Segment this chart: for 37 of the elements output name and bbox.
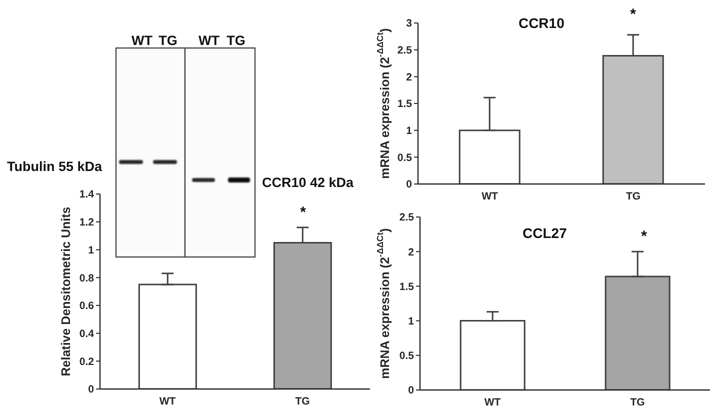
y-tick-label: 2.5 [399,212,414,224]
y-tick-label: 0.5 [397,152,412,164]
text: TG [226,32,246,48]
y-axis-title: Relative Densitometric Units [59,206,73,376]
y-tick-label: 1 [408,316,414,328]
text: WT [198,32,220,48]
text: CCL27 [522,225,568,241]
x-tick-label: WT [484,396,502,408]
y-tick-label: 0 [408,384,414,397]
x-tick-label: TG [295,395,310,408]
text: Tubulin 55 kDa [7,158,103,174]
y-tick-label: 0.2 [79,356,94,368]
text: CCR10 42 kDa [262,174,354,190]
y-tick-label: 2.5 [397,44,412,57]
y-tick-label: 0 [406,178,412,191]
y-tick-label: 1.2 [79,216,94,229]
y-tick-label: 1 [406,125,412,138]
y-tick-label: 2 [406,71,412,84]
y-tick-label: 0.8 [79,272,94,284]
annotation: * [300,204,306,220]
y-tick-label: 1.5 [399,280,414,293]
y-tick-label: 3 [406,18,412,30]
x-tick-label: TG [630,396,645,408]
text: WT [132,32,154,48]
text: TG [158,32,178,48]
text: * [630,6,636,22]
y-tick-label: 0.6 [79,300,94,312]
y-tick-label: 0.4 [79,328,94,340]
y-tick-label: 2 [408,246,414,258]
y-tick-label: 0.5 [399,350,414,362]
y-tick-label: 1.5 [397,98,412,110]
y-tick-label: 1 [88,244,94,256]
y-tick-label: 0 [88,384,94,396]
chart-title: CCR10 [518,15,565,31]
annotation: * [641,228,648,244]
y-tick-label: 1.4 [79,188,94,201]
x-tick-label: WT [159,395,176,408]
